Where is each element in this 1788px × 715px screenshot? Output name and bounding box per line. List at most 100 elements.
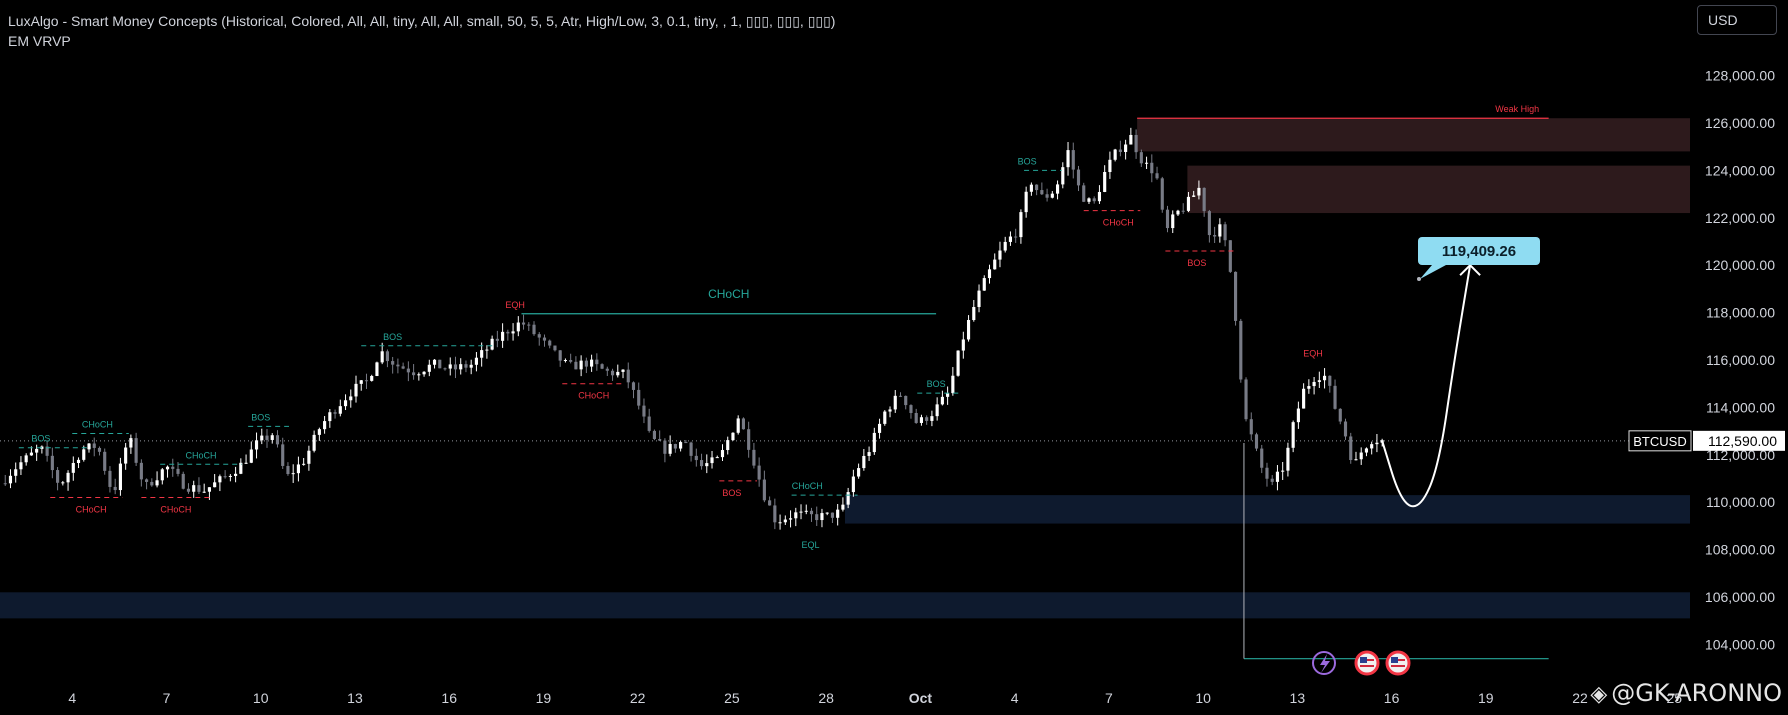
candle[interactable] [872, 427, 876, 455]
candle[interactable] [302, 458, 306, 466]
candle[interactable] [993, 253, 997, 270]
candle[interactable] [851, 469, 855, 497]
lightning-icon[interactable] [1312, 651, 1336, 675]
candle[interactable] [788, 510, 793, 528]
projection-path[interactable] [1381, 265, 1472, 508]
candle[interactable] [76, 457, 81, 469]
candle[interactable] [768, 496, 772, 506]
candle[interactable] [239, 458, 243, 475]
candle[interactable] [45, 440, 49, 462]
candle[interactable] [97, 446, 102, 456]
candle[interactable] [265, 429, 269, 448]
candle[interactable] [752, 442, 756, 469]
candle[interactable] [1260, 444, 1264, 474]
candle[interactable] [553, 345, 557, 352]
candle[interactable] [35, 444, 39, 461]
candle[interactable] [1239, 318, 1243, 383]
candle[interactable] [862, 449, 866, 471]
candle[interactable] [113, 478, 117, 495]
candle[interactable] [720, 444, 725, 462]
candle[interactable] [464, 360, 468, 373]
candle[interactable] [134, 432, 138, 467]
candle[interactable] [673, 443, 677, 453]
candle[interactable] [542, 334, 547, 347]
candle[interactable] [176, 462, 180, 477]
candle[interactable] [1349, 432, 1353, 464]
us-flag-icon[interactable] [1354, 650, 1380, 676]
supply-zone[interactable] [1187, 165, 1690, 214]
candle[interactable] [799, 504, 803, 520]
candle[interactable] [1092, 196, 1096, 204]
candle[interactable] [1375, 434, 1379, 453]
candle[interactable] [610, 368, 615, 381]
candle[interactable] [354, 375, 358, 403]
candle[interactable] [139, 459, 143, 487]
currency-button[interactable]: USD [1697, 5, 1777, 35]
candle[interactable] [254, 432, 259, 459]
candle[interactable] [1124, 139, 1128, 160]
candle[interactable] [1265, 462, 1269, 487]
candle[interactable] [1076, 165, 1081, 192]
candle[interactable] [1165, 205, 1170, 233]
candle[interactable] [977, 284, 981, 313]
candle[interactable] [1322, 368, 1327, 389]
candle[interactable] [186, 483, 191, 494]
candle[interactable] [1155, 166, 1159, 180]
candle[interactable] [511, 323, 515, 341]
candle[interactable] [694, 448, 698, 467]
candle[interactable] [391, 356, 395, 374]
candle[interactable] [1144, 156, 1149, 169]
candle[interactable] [1333, 379, 1337, 410]
candle[interactable] [1045, 188, 1049, 202]
candle[interactable] [1233, 271, 1238, 326]
candle[interactable] [474, 352, 478, 372]
candle[interactable] [736, 415, 740, 435]
candle[interactable] [726, 436, 730, 455]
candle[interactable] [616, 364, 620, 378]
candle[interactable] [925, 415, 929, 425]
candle[interactable] [1338, 408, 1342, 425]
candle[interactable] [898, 392, 903, 398]
candle[interactable] [165, 465, 170, 478]
candle[interactable] [228, 474, 232, 482]
candle[interactable] [668, 435, 672, 457]
candle[interactable] [281, 437, 285, 469]
candle[interactable] [757, 457, 761, 487]
candle[interactable] [1197, 180, 1201, 200]
candle[interactable] [846, 487, 850, 509]
candle[interactable] [715, 455, 719, 459]
candle[interactable] [857, 463, 861, 479]
candle[interactable] [825, 512, 829, 516]
candle[interactable] [521, 314, 526, 330]
candle[interactable] [1354, 451, 1358, 461]
candle[interactable] [197, 477, 201, 494]
candle[interactable] [794, 507, 798, 527]
candle[interactable] [56, 467, 60, 491]
symbol-tag[interactable] [1628, 430, 1692, 452]
candle[interactable] [710, 450, 714, 469]
candle[interactable] [171, 458, 175, 477]
candle[interactable] [234, 466, 238, 483]
candle[interactable] [375, 361, 379, 377]
candle[interactable] [830, 512, 835, 523]
candle[interactable] [1134, 129, 1138, 159]
candle[interactable] [333, 409, 337, 419]
candle[interactable] [1254, 432, 1259, 452]
candle[interactable] [684, 440, 688, 444]
candle[interactable] [762, 470, 766, 503]
candle[interactable] [631, 381, 636, 399]
demand-zone[interactable] [0, 592, 1690, 619]
price-callout[interactable] [1418, 237, 1540, 265]
candle[interactable] [747, 421, 751, 458]
candle[interactable] [605, 366, 609, 377]
candle[interactable] [883, 410, 887, 426]
candle[interactable] [961, 331, 965, 359]
candle[interactable] [1008, 231, 1013, 246]
candle[interactable] [417, 372, 421, 381]
candle[interactable] [626, 362, 630, 389]
candle[interactable] [1302, 383, 1306, 409]
candle[interactable] [338, 399, 342, 417]
candle[interactable] [438, 359, 442, 369]
candle[interactable] [699, 453, 704, 470]
